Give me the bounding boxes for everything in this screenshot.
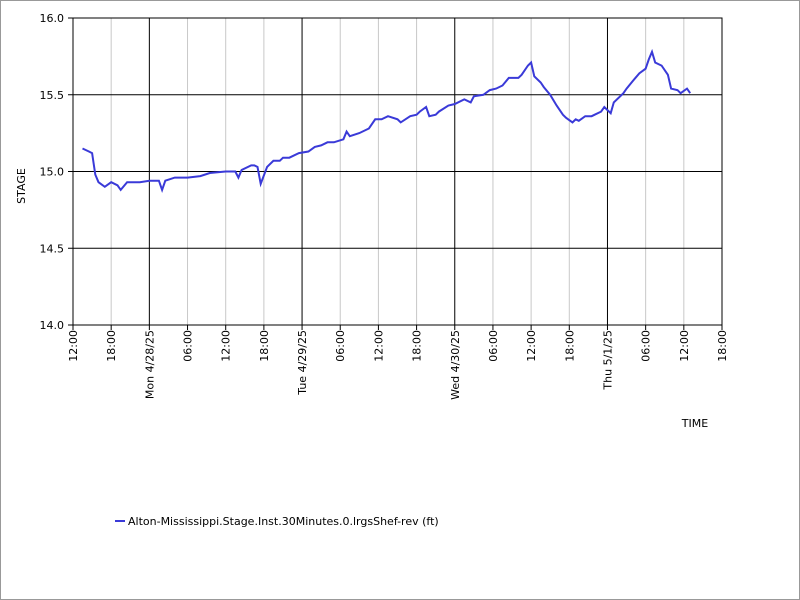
x-axis-label: TIME bbox=[681, 417, 708, 430]
series-line bbox=[82, 48, 692, 193]
y-tick-label: 15.0 bbox=[40, 166, 65, 179]
y-tick-label: 15.5 bbox=[40, 89, 65, 102]
x-tick-label: 18:00 bbox=[105, 330, 118, 362]
legend-label: Alton-Mississippi.Stage.Inst.30Minutes.0… bbox=[128, 515, 439, 528]
x-tick-label: 06:00 bbox=[334, 330, 347, 362]
x-tick-label: 06:00 bbox=[487, 330, 500, 362]
x-tick-label: 12:00 bbox=[220, 330, 233, 362]
x-tick-label: Thu 5/1/25 bbox=[601, 330, 614, 391]
y-tick-label: 14.5 bbox=[40, 242, 65, 255]
x-tick-label: 12:00 bbox=[678, 330, 691, 362]
x-tick-label: 06:00 bbox=[182, 330, 195, 362]
x-tick-label: Mon 4/28/25 bbox=[143, 330, 156, 399]
x-tick-label: 18:00 bbox=[563, 330, 576, 362]
x-tick-label: 18:00 bbox=[258, 330, 271, 362]
y-tick-label: 16.0 bbox=[40, 12, 65, 25]
x-tick-label: Tue 4/29/25 bbox=[296, 330, 309, 396]
x-tick-label: 18:00 bbox=[411, 330, 424, 362]
x-tick-label: 06:00 bbox=[640, 330, 653, 362]
y-axis-label: STAGE bbox=[15, 168, 28, 204]
y-tick-label: 14.0 bbox=[40, 319, 65, 332]
x-tick-label: 12:00 bbox=[525, 330, 538, 362]
x-tick-label: 12:00 bbox=[372, 330, 385, 362]
plot-border bbox=[72, 17, 723, 326]
x-tick-label: 12:00 bbox=[67, 330, 80, 362]
x-tick-label: Wed 4/30/25 bbox=[449, 330, 462, 400]
x-tick-label: 18:00 bbox=[716, 330, 729, 362]
